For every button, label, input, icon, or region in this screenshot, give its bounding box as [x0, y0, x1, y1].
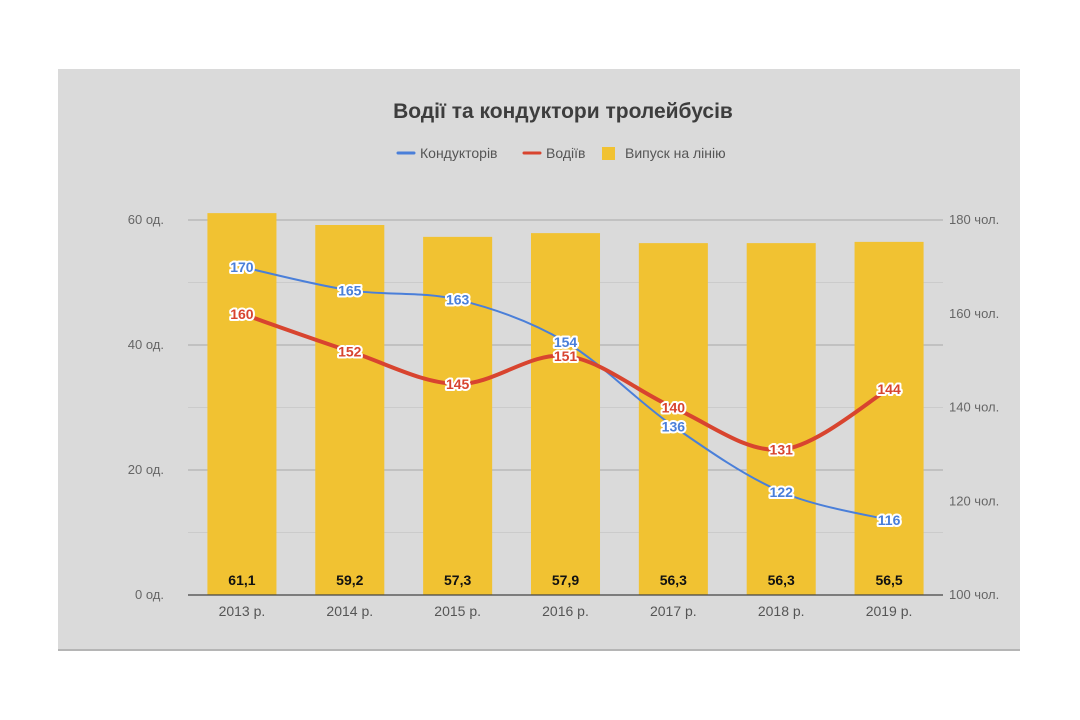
point-label-0: 163 — [446, 292, 470, 308]
bar-value-label: 56,3 — [768, 572, 795, 588]
legend-label-output: Випуск на лінію — [625, 145, 726, 161]
bar-value-label: 56,3 — [660, 572, 687, 588]
point-label-1: 160 — [230, 306, 254, 322]
left-tick-label: 20 од. — [128, 462, 164, 477]
point-label-1: 144 — [877, 381, 901, 397]
chart-panel: Водії та кондуктори тролейбусів Кондукто… — [58, 69, 1020, 651]
bar-output[interactable] — [423, 236, 493, 595]
bars-output: 61,1 59,2 57,3 57,9 56,3 56,3 56,5 — [207, 213, 924, 595]
right-tick-label: 160 чол. — [949, 306, 999, 321]
point-label-0: 165 — [338, 282, 362, 298]
left-tick-label: 40 од. — [128, 337, 164, 352]
point-label-0: 170 — [230, 259, 254, 275]
x-tick-label: 2019 р. — [866, 603, 913, 619]
bar-value-label: 56,5 — [875, 572, 902, 588]
bar-output[interactable] — [207, 213, 277, 595]
legend-swatch-output — [602, 147, 615, 160]
point-label-1: 140 — [662, 400, 686, 416]
legend-item-output[interactable]: Випуск на лінію — [602, 145, 726, 161]
x-tick-label: 2015 р. — [434, 603, 481, 619]
bar-value-label: 57,3 — [444, 572, 471, 588]
point-label-0: 116 — [878, 512, 901, 528]
right-tick-label: 180 чол. — [949, 212, 999, 227]
series-line-1[interactable] — [239, 311, 892, 452]
left-axis-ticks: 0 од. 20 од. 40 од. 60 од. — [128, 212, 164, 602]
right-tick-label: 140 чол. — [949, 400, 999, 415]
bar-value-label: 59,2 — [336, 572, 363, 588]
right-tick-label: 100 чол. — [949, 587, 999, 602]
legend-label-conductors: Кондукторів — [420, 145, 498, 161]
right-tick-label: 120 чол. — [949, 493, 999, 508]
point-label-1: 145 — [446, 376, 470, 392]
series-lines — [239, 265, 892, 521]
legend-item-conductors[interactable]: Кондукторів — [396, 145, 498, 161]
x-tick-label: 2017 р. — [650, 603, 697, 619]
left-tick-label: 0 од. — [135, 587, 164, 602]
chart: Водії та кондуктори тролейбусів Кондукто… — [128, 100, 999, 619]
left-tick-label: 60 од. — [128, 212, 164, 227]
point-labels: 170 165 163 154 136 122 116 160 152 145 151 140 131 1… — [228, 257, 903, 530]
bar-value-label: 57,9 — [552, 572, 579, 588]
right-axis-ticks: 100 чол. 120 чол. 140 чол. 160 чол. 180 чол. — [949, 212, 999, 602]
legend: Кондукторів Водіїв Випуск на лінію — [396, 145, 726, 161]
point-label-1: 151 — [554, 348, 578, 364]
legend-item-drivers[interactable]: Водіїв — [522, 145, 585, 161]
bar-output[interactable] — [746, 243, 816, 595]
x-tick-label: 2018 р. — [758, 603, 805, 619]
chart-title: Водії та кондуктори тролейбусів — [393, 100, 733, 123]
bar-output[interactable] — [530, 233, 601, 595]
legend-label-drivers: Водіїв — [546, 145, 585, 161]
x-axis-ticks: 2013 р. 2014 р. 2015 р. 2016 р. 2017 р. 2018 … — [219, 603, 913, 619]
series-line-0[interactable] — [240, 265, 891, 521]
x-tick-label: 2013 р. — [219, 603, 266, 619]
x-tick-label: 2016 р. — [542, 603, 589, 619]
point-label-1: 131 — [770, 442, 794, 458]
point-label-0: 122 — [770, 484, 794, 500]
point-label-1: 152 — [338, 343, 362, 359]
bar-output[interactable] — [315, 225, 385, 595]
bar-value-label: 61,1 — [228, 572, 255, 588]
point-label-0: 154 — [554, 334, 578, 350]
x-tick-label: 2014 р. — [326, 603, 373, 619]
bar-output[interactable] — [854, 241, 924, 595]
point-label-0: 136 — [662, 418, 686, 434]
